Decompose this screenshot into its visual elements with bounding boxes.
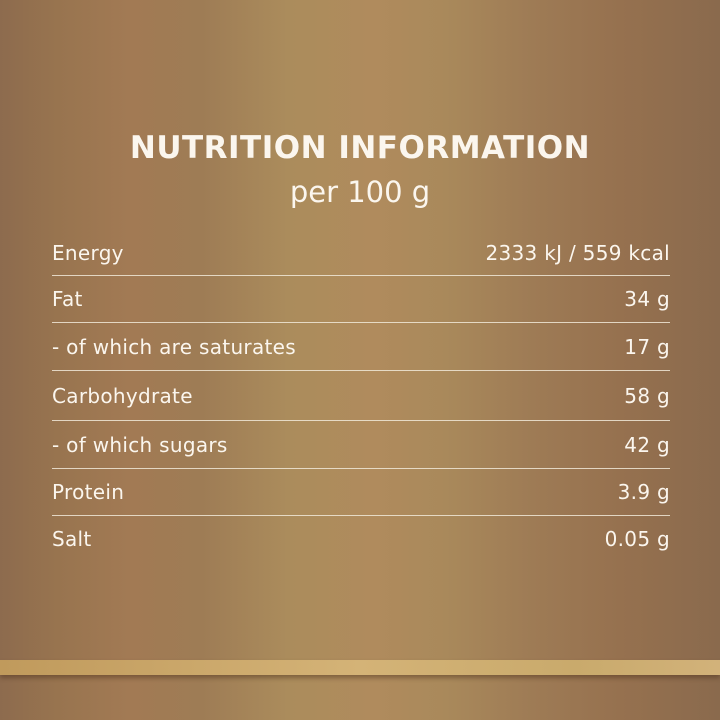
table-row-protein: Protein 3.9 g	[52, 469, 670, 516]
row-label: Fat	[52, 287, 83, 311]
row-value: 2333 kJ / 559 kcal	[485, 240, 670, 265]
row-label: - of which are saturates	[52, 334, 296, 359]
serving-basis: per 100 g	[289, 175, 431, 209]
row-label: Carbohydrate	[52, 383, 193, 408]
table-row-fat: Fat 34 g	[52, 276, 670, 323]
row-value: 42 g	[624, 432, 670, 457]
row-value: 34 g	[624, 287, 670, 311]
gold-accent-band	[0, 660, 720, 675]
row-value: 58 g	[624, 383, 670, 408]
table-row-carbohydrate: Carbohydrate 58 g	[52, 371, 670, 421]
row-label: Energy	[52, 240, 124, 265]
table-row-energy: Energy 2333 kJ / 559 kcal	[52, 230, 670, 276]
row-label: - of which sugars	[52, 432, 228, 457]
row-value: 0.05 g	[604, 527, 670, 551]
nutrition-table: Energy 2333 kJ / 559 kcal Fat 34 g - of …	[52, 230, 670, 562]
nutrition-title: NUTRITION INFORMATION	[129, 130, 591, 166]
table-row-sugars: - of which sugars 42 g	[52, 421, 670, 469]
row-value: 17 g	[624, 334, 670, 359]
row-label: Protein	[52, 480, 125, 504]
table-row-salt: Salt 0.05 g	[52, 516, 670, 562]
row-label: Salt	[52, 527, 92, 551]
row-value: 3.9 g	[617, 480, 670, 504]
table-row-saturates: - of which are saturates 17 g	[52, 323, 670, 371]
